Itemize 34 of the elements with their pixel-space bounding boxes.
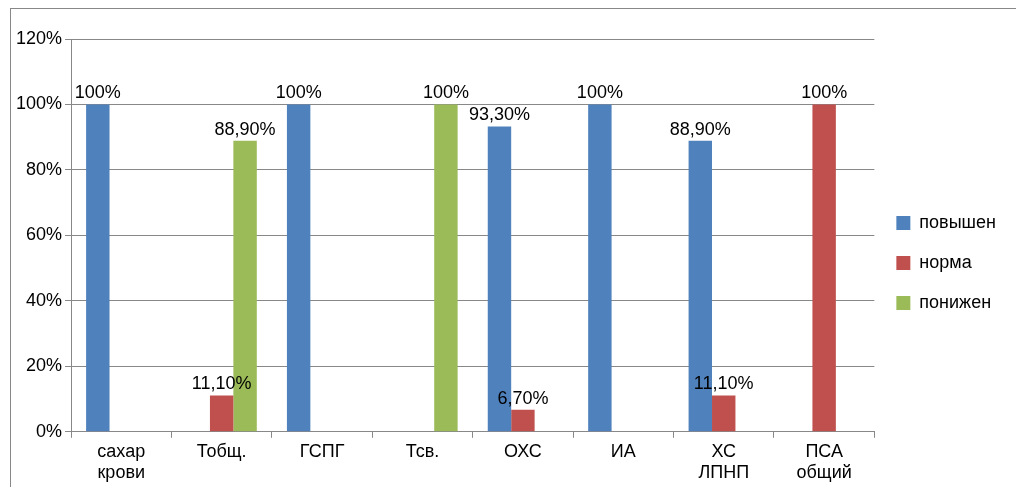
bar bbox=[588, 104, 612, 432]
legend-label: повышен bbox=[919, 211, 997, 232]
legend-label: норма bbox=[919, 251, 973, 272]
y-tick-label: 60% bbox=[26, 224, 63, 245]
x-tick-label: Тсв. bbox=[405, 440, 440, 461]
y-tick-label: 120% bbox=[15, 27, 63, 48]
x-tick-label: Тобщ. bbox=[196, 440, 247, 461]
data-label: 100% bbox=[801, 82, 848, 103]
x-tick-label: ОХС bbox=[504, 440, 542, 461]
data-label: 93,30% bbox=[468, 104, 530, 125]
y-tick-label: 0% bbox=[36, 420, 63, 441]
bar bbox=[812, 104, 836, 432]
bar bbox=[434, 104, 458, 432]
x-tick-label: ПСА общий bbox=[796, 440, 852, 483]
data-label: 100% bbox=[275, 82, 322, 103]
y-tick-label: 20% bbox=[26, 355, 63, 376]
x-tick-label: сахар крови bbox=[97, 440, 146, 483]
bar bbox=[86, 104, 110, 432]
x-tick-label: ХС ЛПНП bbox=[698, 440, 750, 483]
data-label: 100% bbox=[74, 82, 121, 103]
x-tick-label: ИА bbox=[610, 440, 636, 461]
bar bbox=[286, 104, 311, 432]
bar bbox=[209, 395, 234, 432]
y-tick-label: 100% bbox=[15, 93, 63, 114]
data-label: 88,90% bbox=[669, 118, 731, 139]
data-label: 100% bbox=[576, 82, 623, 103]
data-label: 88,90% bbox=[214, 118, 276, 139]
bar bbox=[511, 409, 535, 432]
data-label: 100% bbox=[422, 82, 469, 103]
bar bbox=[712, 395, 736, 432]
legend-label: понижен bbox=[919, 291, 992, 312]
y-tick-label: 40% bbox=[26, 289, 63, 310]
y-tick-label: 80% bbox=[26, 158, 63, 179]
x-tick-label: ГСПГ bbox=[299, 440, 345, 461]
